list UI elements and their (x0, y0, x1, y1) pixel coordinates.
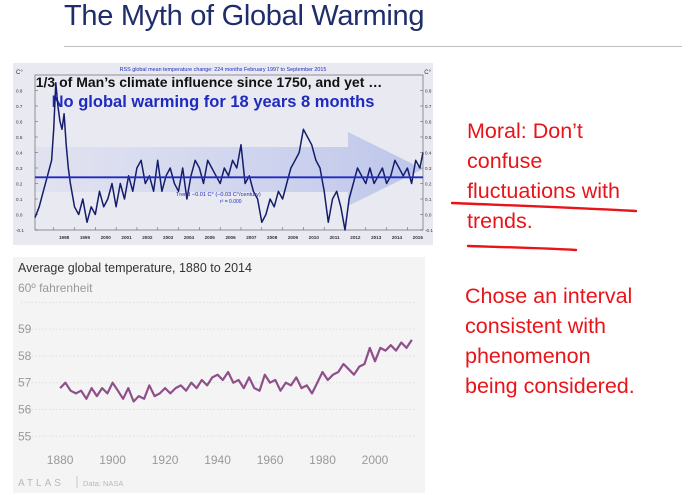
atlas-x-tick-label: 1940 (204, 453, 231, 467)
underline-trends (466, 244, 578, 252)
rss-x-tick-label: 2008 (267, 235, 278, 240)
rss-y-tick-label-right: 0.4 (425, 151, 432, 156)
atlas-y-unit-label: 60º fahrenheit (18, 281, 93, 295)
atlas-brand-logo: ATLAS (18, 478, 64, 489)
rss-temperature-chart: RSS global mean temperature change: 224 … (13, 63, 433, 245)
rss-x-tick-label: 2007 (246, 235, 257, 240)
rss-unit-left: C° (16, 70, 23, 76)
rss-y-tick-label: 0.7 (16, 104, 23, 109)
rss-y-tick-label: 0.4 (16, 151, 23, 156)
atlas-y-tick-label: 58 (18, 349, 32, 363)
rss-chart-svg: RSS global mean temperature change: 224 … (13, 63, 433, 245)
rss-x-tick-label: 2000 (101, 235, 112, 240)
rss-x-tick-label: 2013 (371, 235, 382, 240)
rss-r2-label: r² = 0.000 (220, 199, 242, 205)
moral-note-line: trends. (467, 209, 533, 233)
rss-y-tick-label-right: 0.3 (425, 166, 432, 171)
rss-y-tick-label-right: 0.0 (425, 213, 432, 218)
atlas-x-tick-label: 1960 (257, 453, 284, 467)
rss-headline-1: 1/3 of Man’s climate influence since 175… (36, 74, 383, 90)
atlas-chart-title: Average global temperature, 1880 to 2014 (18, 261, 252, 275)
rss-y-tick-label-right: 0.1 (425, 197, 432, 202)
atlas-chart-svg: Average global temperature, 1880 to 2014… (18, 261, 417, 489)
moral-note-line: confuse (467, 149, 543, 173)
interval-note-line: phenomenon (465, 344, 591, 368)
rss-headline-2: No global warming for 18 years 8 months (52, 93, 375, 111)
rss-x-tick-label: 2004 (184, 235, 195, 240)
moral-note: Moral: Don’t confuse fluctuations with t… (467, 116, 677, 236)
rss-y-tick-label-right: 0.2 (425, 182, 432, 187)
rss-y-tick-label-right: 0.6 (425, 120, 432, 125)
rss-y-tick-label-right: 0.5 (425, 135, 432, 140)
rss-y-tick-label: 0.6 (16, 120, 23, 125)
moral-note-line: Moral: Don’t (467, 119, 583, 143)
rss-x-tick-label: 2005 (205, 235, 216, 240)
interval-note-line: consistent with (465, 314, 607, 338)
nasa-temperature-chart: Average global temperature, 1880 to 2014… (13, 257, 425, 493)
interval-note-line: being considered. (465, 374, 635, 398)
atlas-x-tick-label: 2000 (362, 453, 389, 467)
rss-unit-right: C° (424, 70, 431, 76)
rss-x-tick-label: 2001 (121, 235, 132, 240)
rss-x-tick-label: 2009 (288, 235, 299, 240)
atlas-x-tick-label: 1900 (99, 453, 126, 467)
interval-note: Chose an interval consistent with phenom… (465, 281, 680, 401)
rss-x-tick-label: 2014 (392, 235, 403, 240)
atlas-y-tick-label: 59 (18, 322, 32, 336)
atlas-x-tick-label: 1920 (152, 453, 179, 467)
rss-y-tick-label: 0.1 (16, 197, 23, 202)
rss-chart-title: RSS global mean temperature change: 224 … (120, 67, 327, 73)
rss-y-tick-label: 0.8 (16, 89, 23, 94)
rss-y-tick-label: 0.5 (16, 135, 23, 140)
slide-title: The Myth of Global Warming (64, 0, 425, 32)
rss-x-tick-label: 1999 (80, 235, 91, 240)
rss-x-tick-label: 2015 (413, 235, 424, 240)
atlas-y-tick-label: 56 (18, 403, 32, 417)
rss-x-tick-label: 2010 (309, 235, 320, 240)
rss-x-tick-label: 1998 (59, 235, 70, 240)
rss-x-tick-label: 2003 (163, 235, 174, 240)
atlas-x-tick-label: 1880 (47, 453, 74, 467)
rss-x-tick-label: 2012 (350, 235, 361, 240)
title-divider (64, 46, 682, 47)
rss-y-tick-label-right: -0.1 (425, 228, 433, 233)
rss-x-tick-label: 2006 (225, 235, 236, 240)
rss-y-tick-label-right: 0.8 (425, 89, 432, 94)
atlas-temperature-series (59, 339, 413, 403)
moral-note-line: fluctuations with (467, 179, 620, 203)
rss-y-tick-label-right: 0.7 (425, 104, 432, 109)
rss-anomaly-series (34, 82, 424, 231)
atlas-source-label: Data: NASA (83, 479, 123, 488)
interval-note-line: Chose an interval (465, 284, 633, 308)
atlas-y-tick-label: 57 (18, 376, 32, 390)
rss-y-tick-label: 0.3 (16, 166, 23, 171)
rss-x-tick-label: 2011 (330, 235, 340, 240)
atlas-y-tick-label: 55 (18, 429, 32, 443)
rss-x-tick-label: 2002 (142, 235, 153, 240)
rss-trend-label: Trend –0.01 C° (–0.03 C°/century) (176, 192, 261, 198)
rss-y-tick-label: 0.0 (16, 213, 23, 218)
atlas-x-tick-label: 1980 (309, 453, 336, 467)
rss-y-tick-label: 0.2 (16, 182, 23, 187)
rss-y-tick-label: -0.1 (16, 228, 24, 233)
